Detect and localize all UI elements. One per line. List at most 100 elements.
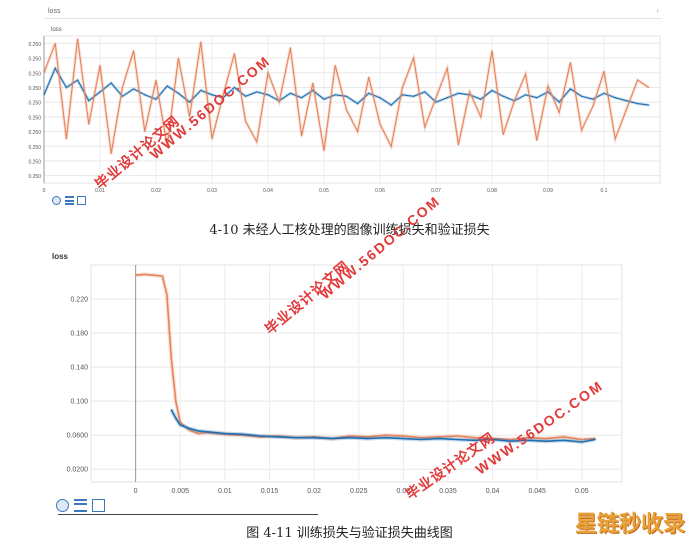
- data-point: [200, 89, 202, 91]
- data-point: [536, 97, 538, 99]
- data-point: [331, 438, 333, 440]
- data-point: [480, 98, 482, 100]
- expand-icon[interactable]: [92, 499, 105, 512]
- data-point: [402, 435, 404, 437]
- data-point: [334, 64, 336, 66]
- figure-caption-1: 4-10 未经人工核处理的图像训练损失和验证损失: [209, 223, 490, 238]
- list-icon[interactable]: [74, 499, 87, 512]
- data-point: [446, 67, 448, 69]
- data-point: [295, 437, 297, 439]
- y-tick-label: 0.250: [28, 42, 41, 48]
- data-point: [402, 438, 404, 440]
- data-point: [545, 438, 547, 440]
- y-tick-label: 0.250: [28, 145, 41, 151]
- x-tick-label: 0.03: [397, 488, 411, 495]
- data-point: [312, 89, 314, 91]
- data-point: [480, 116, 482, 118]
- data-point: [357, 130, 359, 133]
- data-point: [170, 358, 172, 360]
- data-point: [581, 95, 583, 97]
- x-tick-label: 0.06: [375, 188, 385, 194]
- data-point: [401, 86, 403, 89]
- y-tick-label: 0.250: [28, 86, 41, 92]
- data-point: [197, 432, 199, 435]
- y-tick-label: 0.250: [28, 57, 41, 63]
- data-point: [603, 70, 605, 72]
- data-point: [563, 439, 565, 441]
- chevron-icon[interactable]: ›: [656, 7, 659, 15]
- data-point: [65, 86, 67, 89]
- x-tick-label: 0.03: [207, 188, 217, 194]
- data-point: [242, 433, 244, 435]
- data-point: [456, 438, 458, 441]
- data-point: [323, 98, 325, 100]
- x-tick-label: 0.05: [319, 188, 329, 194]
- data-point: [569, 88, 572, 90]
- data-point: [648, 104, 650, 106]
- data-point: [179, 421, 181, 424]
- data-point: [43, 94, 45, 96]
- data-point: [152, 274, 155, 276]
- data-point: [413, 95, 415, 97]
- data-point: [637, 79, 639, 81]
- y-tick-label: 0.250: [28, 130, 41, 136]
- data-point: [648, 86, 650, 89]
- data-point: [563, 436, 565, 438]
- fit-icon[interactable]: [56, 499, 69, 512]
- x-tick-label: 0.015: [261, 488, 279, 495]
- data-point: [301, 97, 303, 99]
- x-tick-label: 0.025: [350, 488, 368, 495]
- data-point: [222, 94, 224, 96]
- data-point: [457, 92, 459, 94]
- data-point: [547, 91, 549, 93]
- y-tick-label: 0.250: [28, 174, 41, 180]
- data-point: [135, 274, 137, 276]
- x-tick-label: 0.08: [487, 188, 497, 194]
- data-point: [625, 100, 628, 102]
- data-point: [65, 138, 67, 140]
- data-point: [345, 108, 347, 111]
- divider: [44, 18, 662, 19]
- data-point: [43, 72, 45, 74]
- x-tick-label: 0.09: [543, 188, 553, 194]
- data-point: [277, 436, 280, 438]
- data-point: [166, 85, 168, 87]
- y-axis-label: loss: [51, 27, 62, 33]
- data-point: [233, 53, 235, 55]
- data-point: [592, 98, 594, 100]
- y-tick-label: 0.140: [70, 365, 88, 372]
- data-point: [547, 85, 549, 87]
- data-point: [368, 76, 370, 78]
- list-icon[interactable]: [65, 196, 74, 205]
- data-point: [491, 89, 493, 91]
- data-point: [438, 436, 440, 438]
- data-point: [502, 133, 504, 136]
- data-point: [379, 123, 381, 125]
- data-point: [390, 104, 392, 106]
- data-point: [558, 111, 560, 114]
- data-point: [289, 47, 291, 49]
- y-tick-label: 0.220: [70, 297, 88, 304]
- data-point: [245, 95, 247, 97]
- data-point: [469, 91, 471, 93]
- data-point: [323, 150, 325, 152]
- data-point: [401, 94, 403, 96]
- x-tick-label: 0.005: [171, 488, 189, 495]
- data-point: [349, 435, 351, 437]
- data-point: [592, 105, 594, 108]
- data-point: [509, 438, 512, 441]
- x-tick-label: 0.05: [575, 488, 589, 495]
- data-point: [200, 41, 202, 43]
- expand-icon[interactable]: [77, 196, 86, 205]
- data-point: [197, 430, 199, 432]
- data-point: [491, 438, 494, 441]
- data-point: [435, 97, 437, 99]
- data-point: [267, 72, 269, 74]
- data-point: [558, 101, 560, 103]
- data-point: [88, 123, 90, 125]
- data-point: [175, 417, 177, 419]
- y-tick-label: 0.250: [28, 71, 41, 77]
- fit-icon[interactable]: [52, 196, 61, 205]
- y-tick-label: 0.0600: [67, 433, 89, 440]
- data-point: [278, 101, 280, 103]
